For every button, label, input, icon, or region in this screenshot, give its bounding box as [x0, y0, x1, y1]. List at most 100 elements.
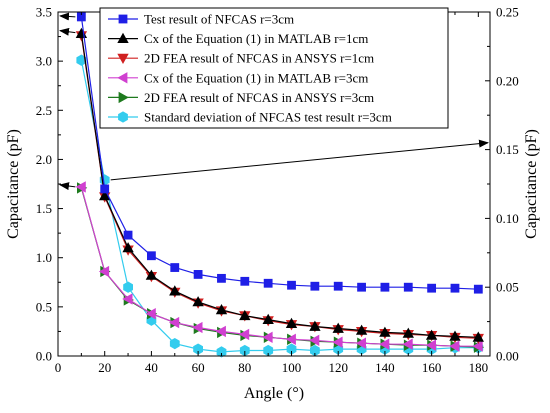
data-point	[145, 269, 158, 280]
legend-label: Standard deviation of NFCAS test result …	[144, 110, 392, 125]
data-point	[285, 333, 296, 345]
legend-entry-2: 2D FEA result of NFCAS in ANSYS r=1cm	[108, 51, 374, 66]
data-point	[169, 337, 180, 350]
data-point	[355, 324, 368, 335]
data-point	[99, 189, 111, 201]
legend-swatch-marker	[118, 111, 128, 123]
data-point	[192, 321, 203, 334]
x-tick-label: 140	[375, 360, 395, 375]
data-point	[217, 273, 226, 283]
data-point	[215, 303, 228, 315]
series-0	[76, 12, 483, 294]
data-point	[285, 317, 298, 329]
series-line	[80, 187, 479, 348]
arrow-fea-r3-left	[59, 182, 76, 191]
x-tick-label: 20	[98, 360, 111, 375]
data-point	[473, 284, 483, 294]
data-point	[450, 283, 460, 293]
x-axis-title: Angle (°)	[244, 385, 304, 402]
data-point	[76, 54, 87, 66]
data-point	[309, 320, 321, 331]
data-point	[122, 293, 133, 305]
x-tick-label: 60	[192, 360, 205, 375]
data-point	[123, 230, 133, 240]
data-point	[215, 325, 226, 338]
data-point	[147, 251, 156, 261]
x-tick-label: 120	[328, 360, 348, 375]
data-point	[425, 329, 438, 340]
data-point	[193, 270, 203, 279]
y-left-tick-label: 3.5	[36, 5, 52, 20]
data-point	[216, 346, 227, 358]
legend-swatch-marker	[117, 53, 129, 65]
y-left-tick-label: 2.5	[36, 103, 52, 118]
data-point	[472, 340, 483, 352]
legend-swatch-marker	[117, 32, 129, 43]
data-point	[122, 242, 134, 253]
data-point	[402, 338, 413, 350]
y-left-tick-label: 2.0	[36, 152, 52, 167]
data-point	[287, 280, 296, 290]
y-right-tick-label: 0.05	[496, 280, 519, 295]
data-point	[98, 265, 110, 278]
data-point	[192, 296, 204, 307]
y-left-tick-label: 0.5	[36, 299, 52, 314]
legend-entry-4: 2D FEA result of NFCAS in ANSYS r=3cm	[108, 90, 374, 105]
data-point	[145, 308, 156, 320]
data-point	[357, 282, 366, 292]
y-left-tick-label: 0.0	[36, 349, 52, 364]
data-point	[379, 326, 391, 337]
data-point	[239, 309, 251, 321]
legend-label: Cx of the Equation (1) in MATLAB r=3cm	[144, 70, 368, 85]
legend-label: 2D FEA result of NFCAS in ANSYS r=3cm	[144, 90, 374, 105]
y-left-tick-label: 1.0	[36, 250, 52, 265]
legend-label: Cx of the Equation (1) in MATLAB r=1cm	[144, 31, 368, 46]
data-point	[100, 184, 110, 194]
data-point	[123, 281, 134, 293]
legend-swatch-marker	[118, 14, 128, 24]
axis-pointer-arrows	[59, 12, 489, 191]
data-point	[379, 338, 390, 350]
x-tick-label: 160	[422, 360, 442, 375]
x-tick-label: 40	[145, 360, 158, 375]
legend-entry-5: Standard deviation of NFCAS test result …	[108, 110, 392, 125]
data-point	[169, 285, 181, 296]
y-right-axis-title: Capacitance (pF)	[523, 129, 540, 239]
data-point	[332, 322, 344, 333]
data-point	[310, 281, 320, 291]
x-tick-label: 0	[55, 360, 62, 375]
data-point	[425, 339, 437, 351]
data-point	[263, 278, 273, 288]
series-line	[80, 33, 479, 338]
data-point	[170, 263, 180, 272]
y-right-tick-label: 0.10	[496, 211, 519, 226]
series-layer	[75, 12, 485, 358]
data-point	[333, 281, 343, 291]
data-point	[402, 327, 414, 338]
legend-entry-3: Cx of the Equation (1) in MATLAB r=3cm	[108, 70, 368, 85]
data-point	[332, 336, 343, 348]
data-point	[355, 337, 367, 349]
y-right-tick-label: 0.25	[496, 5, 519, 20]
arrow-test-left	[59, 12, 76, 21]
legend-entry-1: Cx of the Equation (1) in MATLAB r=1cm	[108, 31, 368, 46]
arrow-fea-r1-left	[59, 27, 76, 36]
data-point	[75, 181, 86, 193]
data-point	[427, 283, 437, 293]
y-left-axis-title: Capacitance (pF)	[5, 129, 22, 239]
x-tick-label: 80	[238, 360, 251, 375]
y-right-tick-label: 0.20	[496, 73, 519, 88]
x-tick-label: 100	[282, 360, 302, 375]
data-point	[168, 316, 180, 329]
data-point	[262, 313, 274, 325]
y-right-tick-label: 0.15	[496, 142, 519, 157]
axes-layer: 0 20 40 60 80 100 120 140 160 180 0.0 0.5 1.0 1.5 2.0 2…	[5, 5, 540, 403]
legend-box	[99, 7, 449, 129]
data-point	[309, 334, 320, 346]
data-point	[403, 282, 413, 292]
data-point	[472, 331, 484, 342]
data-point	[380, 282, 390, 292]
arrow-stddev-right	[110, 139, 489, 181]
series-3	[75, 181, 483, 352]
